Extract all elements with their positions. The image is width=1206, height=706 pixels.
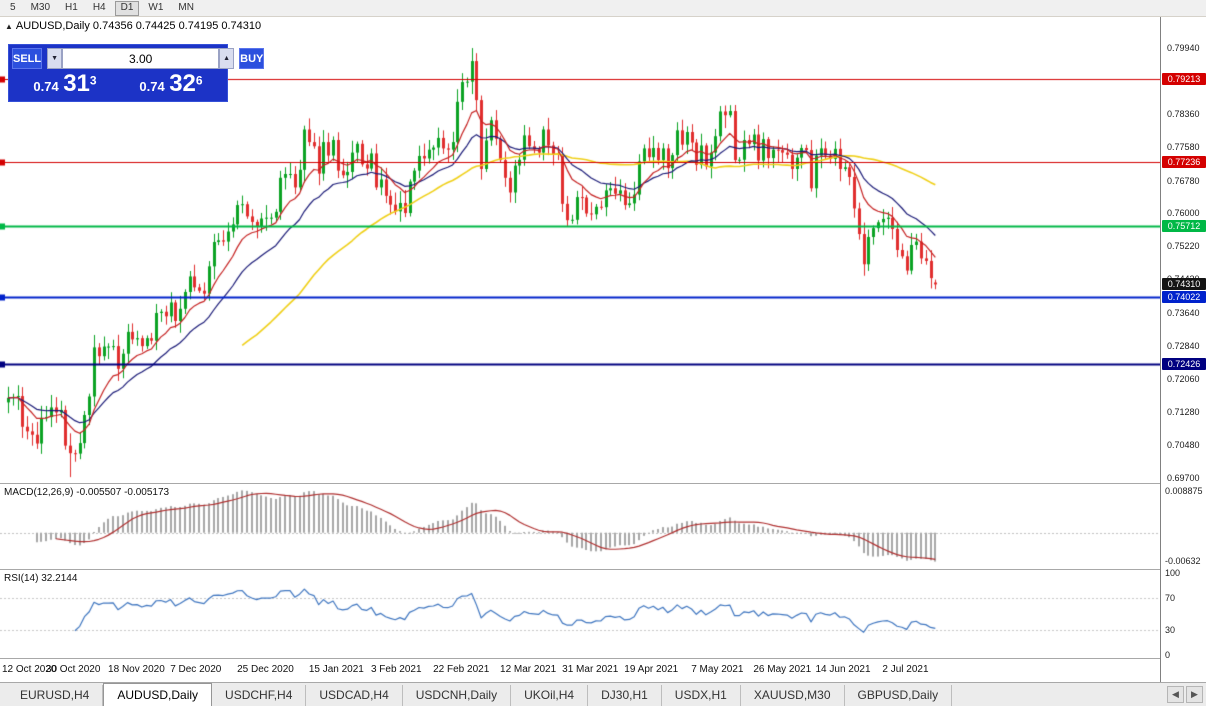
chart-tabs: EURUSD,H4 AUDUSD,Daily USDCHF,H4 USDCAD,H4 U…: [0, 682, 953, 706]
date-label: 12 Mar 2021: [500, 664, 557, 675]
buy-button[interactable]: BUY: [239, 48, 265, 69]
price-scale[interactable]: 0.79940 0.78360 0.77580 0.76780 0.76000 0.752…: [1160, 17, 1206, 682]
tabs-scroll-controls: ◀ ▶: [1167, 686, 1203, 703]
date-label: 18 Nov 2020: [108, 664, 165, 675]
date-label: 15 Jan 2021: [308, 664, 364, 675]
time-axis[interactable]: 12 Oct 2020 30 Oct 2020 18 Nov 2020 7 Dec 2…: [0, 659, 1160, 682]
tab-audusd-daily[interactable]: AUDUSD,Daily: [103, 683, 213, 706]
time-axis-separator: [0, 658, 1160, 659]
timeframe-button-h1[interactable]: H1: [59, 1, 84, 16]
timeframe-toolbar: 5 M30 H1 H4 D1 W1 MN: [0, 0, 1206, 17]
tab-eurusd-h4[interactable]: EURUSD,H4: [7, 685, 104, 706]
tab-gbpusd-daily[interactable]: GBPUSD,Daily: [844, 685, 953, 706]
price-tick-label: 0.70480: [1167, 440, 1200, 451]
price-tick-label: 0.76000: [1167, 208, 1200, 219]
price-tick-label: 0.73640: [1167, 307, 1200, 318]
date-label: 2 Jul 2021: [882, 664, 929, 675]
date-label: 31 Mar 2021: [562, 664, 619, 675]
rsi-scale-label: 70: [1165, 592, 1176, 603]
tab-dj30-h1[interactable]: DJ30,H1: [588, 685, 662, 706]
volume-up-button[interactable]: ▲: [219, 48, 235, 69]
price-tick-label: 0.79940: [1167, 43, 1200, 54]
price-line-tag: 0.79213: [1162, 72, 1206, 85]
date-label: 19 Apr 2021: [624, 664, 679, 675]
sell-price[interactable]: 0.74 313: [12, 71, 118, 100]
buy-price[interactable]: 0.74 326: [118, 71, 224, 100]
macd-panel-canvas[interactable]: [0, 484, 1160, 568]
tab-usdchf-h4[interactable]: USDCHF,H4: [212, 685, 307, 706]
price-line-tag: 0.74022: [1162, 290, 1206, 303]
price-line-tag: 0.75712: [1162, 219, 1206, 232]
plot-region[interactable]: ▲ AUDUSD,Daily 0.74356 0.74425 0.74195 0.…: [0, 17, 1160, 682]
price-tick-label: 0.69700: [1167, 472, 1200, 483]
buy-price-prefix: 0.74: [139, 79, 165, 94]
date-label: 25 Dec 2020: [237, 664, 294, 675]
timeframe-button-m30[interactable]: M30: [25, 1, 56, 16]
timeframe-button-h4[interactable]: H4: [87, 1, 112, 16]
price-tick-label: 0.77580: [1167, 142, 1200, 153]
one-click-trading-panel: SELL ▼ ▲ BUY 0.74 313 0.74 326: [8, 44, 265, 102]
rsi-scale-label: 0: [1165, 650, 1171, 660]
tab-usdcnh-daily[interactable]: USDCNH,Daily: [402, 685, 512, 706]
rsi-splitter[interactable]: [0, 569, 1160, 570]
date-label: 14 Jun 2021: [815, 664, 871, 675]
sell-price-pipette: 3: [89, 73, 97, 88]
tabs-scroll-right-button[interactable]: ▶: [1186, 686, 1203, 703]
tab-usdx-h1[interactable]: USDX,H1: [661, 685, 741, 706]
volume-input[interactable]: [62, 48, 220, 69]
tab-xauusd-m30[interactable]: XAUUSD,M30: [740, 685, 845, 706]
price-line-tag: 0.72426: [1162, 357, 1206, 370]
price-tick-label: 0.72060: [1167, 373, 1200, 384]
price-line-tag: 0.77236: [1162, 155, 1206, 168]
date-label: 12 Oct 2020: [2, 664, 57, 675]
buy-price-pipette: 6: [195, 73, 203, 88]
date-label: 30 Oct 2020: [45, 664, 101, 675]
sell-price-pips: 31: [63, 70, 90, 97]
tabs-scroll-left-button[interactable]: ◀: [1167, 686, 1184, 703]
macd-splitter[interactable]: [0, 483, 1160, 484]
chart-area: ▲ AUDUSD,Daily 0.74356 0.74425 0.74195 0.…: [0, 17, 1206, 682]
date-label: 26 May 2021: [753, 664, 812, 675]
macd-scale-top-label: 0.008875: [1165, 486, 1203, 497]
chart-ohlc-text: AUDUSD,Daily 0.74356 0.74425 0.74195 0.7…: [15, 20, 262, 32]
volume-down-button[interactable]: ▼: [47, 48, 63, 69]
macd-label: MACD(12,26,9) -0.005507 -0.005173: [4, 487, 170, 498]
price-tick-label: 0.76780: [1167, 175, 1200, 186]
date-label: 7 May 2021: [691, 664, 744, 675]
date-label: 22 Feb 2021: [433, 664, 490, 675]
price-tick-label: 0.75220: [1167, 241, 1200, 252]
rsi-scale-label: 30: [1165, 625, 1176, 636]
macd-scale-bottom-label: -0.00632: [1165, 555, 1201, 566]
price-tick-label: 0.78360: [1167, 109, 1200, 120]
sell-price-prefix: 0.74: [33, 79, 59, 94]
buy-price-pips: 32: [169, 70, 196, 97]
rsi-scale-label: 100: [1165, 568, 1181, 578]
rsi-label: RSI(14) 32.2144: [4, 573, 78, 584]
price-tick-label: 0.71280: [1167, 406, 1200, 417]
timeframe-button-d1[interactable]: D1: [114, 0, 140, 16]
tab-ukoil-h4[interactable]: UKOil,H4: [511, 685, 589, 706]
timeframe-button-5[interactable]: 5: [4, 1, 22, 16]
current-price-tag: 0.74310: [1162, 278, 1206, 291]
date-label: 3 Feb 2021: [370, 664, 422, 675]
sell-button[interactable]: SELL: [12, 48, 43, 69]
timeframe-button-mn[interactable]: MN: [172, 1, 200, 16]
volume-control: ▼ ▲: [47, 48, 235, 69]
chart-symbol-header: ▲ AUDUSD,Daily 0.74356 0.74425 0.74195 0.…: [5, 20, 261, 32]
rsi-panel-canvas[interactable]: [0, 570, 1160, 658]
price-tick-label: 0.72840: [1167, 341, 1200, 352]
tab-usdcad-h4[interactable]: USDCAD,H4: [306, 685, 403, 706]
timeframe-button-w1[interactable]: W1: [142, 1, 169, 16]
chart-icon: ▲: [5, 22, 13, 31]
date-label: 7 Dec 2020: [170, 664, 222, 675]
chart-tabs-bar: EURUSD,H4 AUDUSD,Daily USDCHF,H4 USDCAD,H4 U…: [0, 682, 1206, 706]
